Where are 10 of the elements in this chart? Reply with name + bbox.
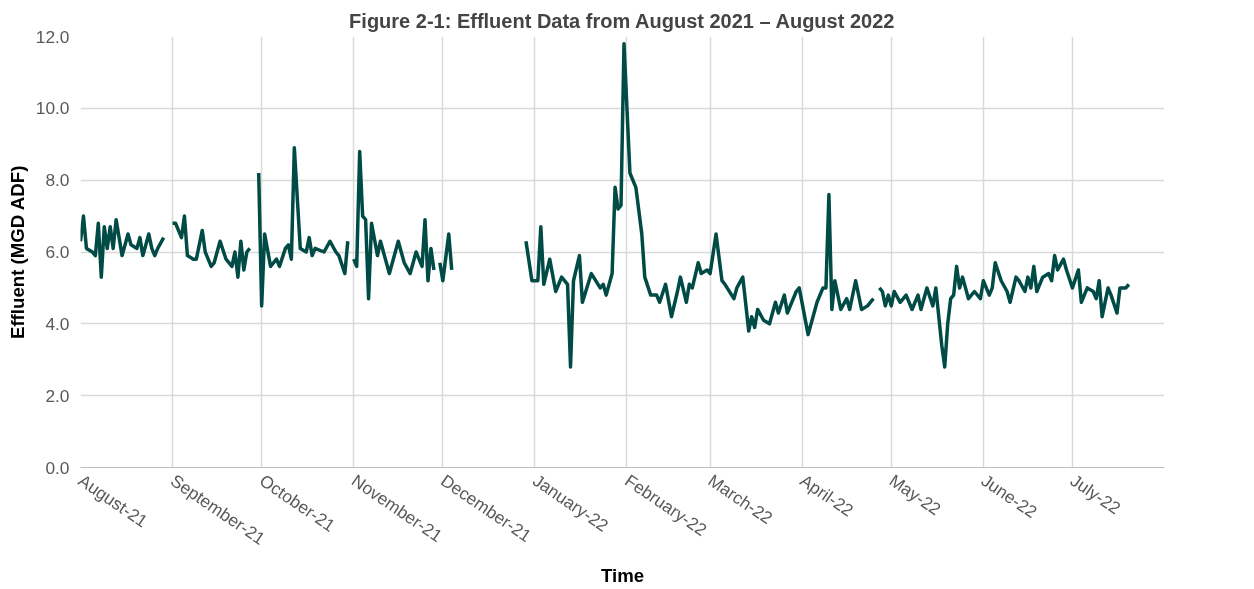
y-tick-label: 6.0: [45, 242, 70, 262]
y-tick-label: 0.0: [45, 457, 70, 478]
y-tick-label: 12.0: [35, 26, 70, 47]
y-tick-label: 10.0: [35, 98, 70, 119]
y-tick-label: 4.0: [45, 313, 70, 334]
chart-title: Figure 2-1: Effluent Data from August 2021 – August 2022: [349, 9, 895, 32]
y-tick-label: 2.0: [45, 385, 70, 406]
x-axis-title: Time: [600, 565, 645, 587]
y-axis-title: Effluent (MGD ADF): [6, 165, 28, 340]
y-tick-label: 8.0: [45, 170, 70, 191]
